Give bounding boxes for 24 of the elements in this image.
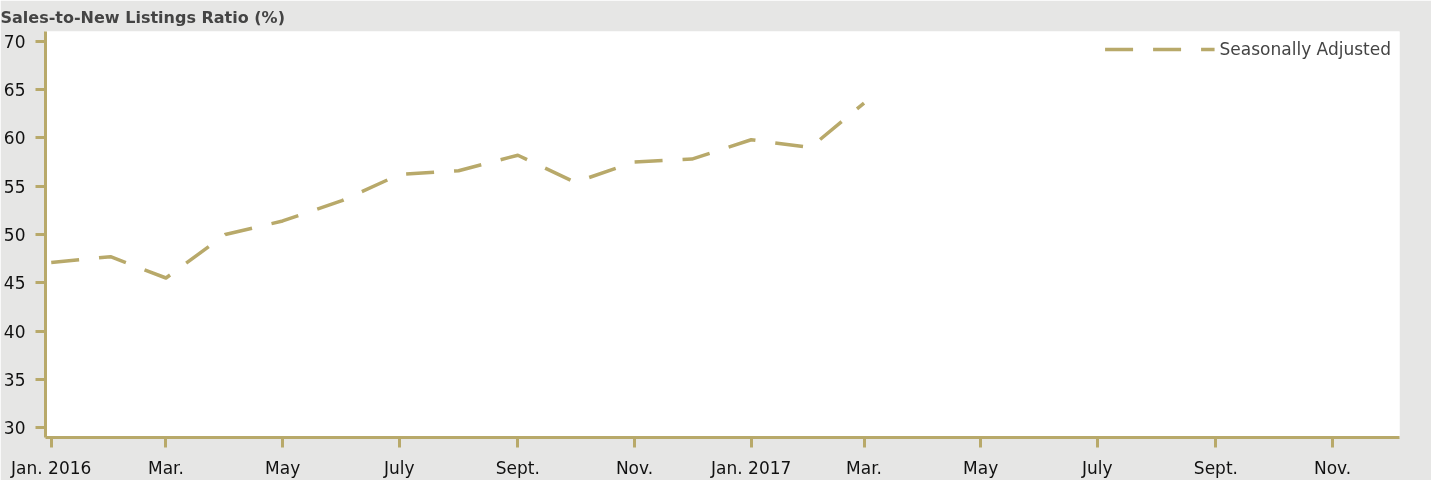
chart-title: Sales-to-New Listings Ratio (%) — [0, 7, 285, 27]
y-tick-label: 30 — [3, 418, 26, 439]
y-tick-label: 70 — [3, 31, 26, 52]
x-tick-label: Jan. 2017 — [710, 457, 792, 478]
x-tick-label: Jan. 2016 — [10, 457, 92, 478]
text: Seasonally Adjusted — [1219, 39, 1391, 59]
x-tick-label: Nov. — [615, 457, 654, 478]
x-tick-label: Nov. — [1313, 457, 1352, 478]
x-tick-label: July — [383, 457, 415, 478]
x-tick-label: May — [265, 457, 301, 478]
x-tick-label: Sept. — [495, 457, 540, 478]
x-tick-label: Mar. — [846, 457, 882, 478]
x-tick-label: May — [963, 457, 999, 478]
x-tick-label: July — [1081, 457, 1113, 478]
x-tick-label: Mar. — [148, 457, 184, 478]
y-tick-label: 40 — [3, 321, 26, 342]
y-tick-label: 65 — [3, 80, 26, 100]
x-tick-label: Sept. — [1193, 457, 1238, 478]
y-tick-label: 35 — [3, 370, 26, 390]
line-series — [49, 101, 866, 280]
y-tick-label: 55 — [3, 176, 26, 197]
y-tick-label: 45 — [3, 273, 26, 294]
y-tick-label: 50 — [3, 225, 26, 245]
y-tick-label: 60 — [3, 128, 26, 149]
